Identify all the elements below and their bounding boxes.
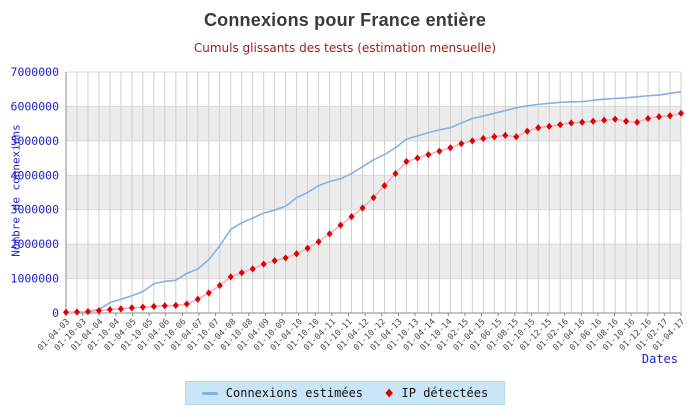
- x-axis-title: Dates: [641, 352, 678, 366]
- svg-text:6000000: 6000000: [11, 99, 60, 113]
- legend-label: IP détectées: [401, 386, 489, 400]
- chart-title: Connexions pour France entière: [203, 10, 487, 30]
- legend-box: Connexions estimées ◆ IP détectées: [184, 381, 506, 405]
- legend-label: Connexions estimées: [225, 386, 364, 400]
- svg-text:0: 0: [52, 306, 59, 320]
- svg-text:4000000: 4000000: [11, 168, 60, 182]
- blue-line-swatch-icon: [201, 391, 218, 395]
- svg-text:2000000: 2000000: [11, 237, 60, 251]
- svg-text:7000000: 7000000: [11, 65, 60, 79]
- red-diamond-swatch-icon: ◆: [385, 386, 394, 399]
- svg-text:1000000: 1000000: [11, 272, 60, 286]
- legend-item-connexions: Connexions estimées: [201, 386, 364, 400]
- svg-text:3000000: 3000000: [11, 203, 60, 217]
- chart-subtitle: Cumuls glissants des tests (estimation m…: [193, 41, 497, 55]
- legend: Connexions estimées ◆ IP détectées: [0, 381, 690, 405]
- svg-text:5000000: 5000000: [11, 134, 60, 148]
- legend-item-ip: ◆ IP détectées: [385, 386, 488, 400]
